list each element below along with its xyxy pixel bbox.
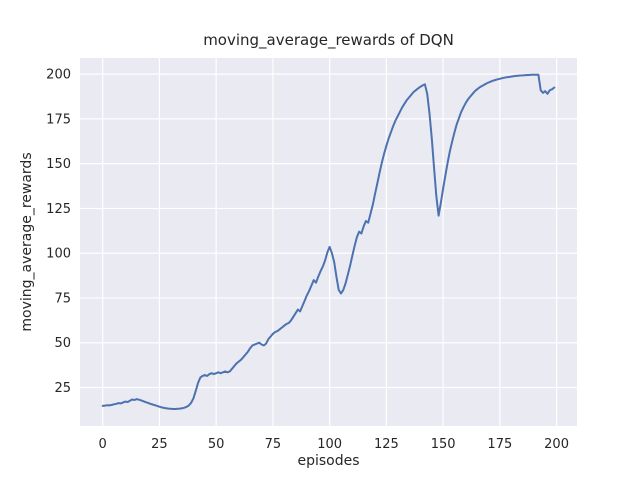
x-tick-label: 0 xyxy=(99,437,107,452)
y-tick-label: 125 xyxy=(46,202,71,217)
moving-average-rewards-line xyxy=(101,73,556,410)
x-axis-label: episodes xyxy=(297,453,360,469)
x-tick-label: 125 xyxy=(374,437,399,452)
x-tick-label: 150 xyxy=(431,437,456,452)
x-tick-label: 50 xyxy=(208,437,225,452)
y-tick-label: 150 xyxy=(46,157,71,172)
y-axis-label: moving_average_rewards xyxy=(19,152,35,332)
x-tick-label: 200 xyxy=(544,437,569,452)
y-tick-label: 50 xyxy=(54,336,71,351)
plot-area-background xyxy=(80,58,577,426)
y-tick-label: 75 xyxy=(54,291,71,306)
grid-lines xyxy=(80,58,577,426)
x-tick-label: 25 xyxy=(151,437,168,452)
y-tick-label: 175 xyxy=(46,112,71,127)
x-tick-labels: 0 25 50 75 100 125 150 175 200 xyxy=(99,437,569,452)
x-tick-label: 175 xyxy=(487,437,512,452)
y-tick-labels: 25 50 75 100 125 150 175 200 xyxy=(46,68,71,396)
x-tick-label: 100 xyxy=(317,437,342,452)
y-tick-label: 25 xyxy=(54,381,71,396)
y-tick-label: 100 xyxy=(46,247,71,262)
y-tick-label: 200 xyxy=(46,68,71,83)
chart-title: moving_average_rewards of DQN xyxy=(203,31,454,49)
x-tick-label: 75 xyxy=(265,437,282,452)
